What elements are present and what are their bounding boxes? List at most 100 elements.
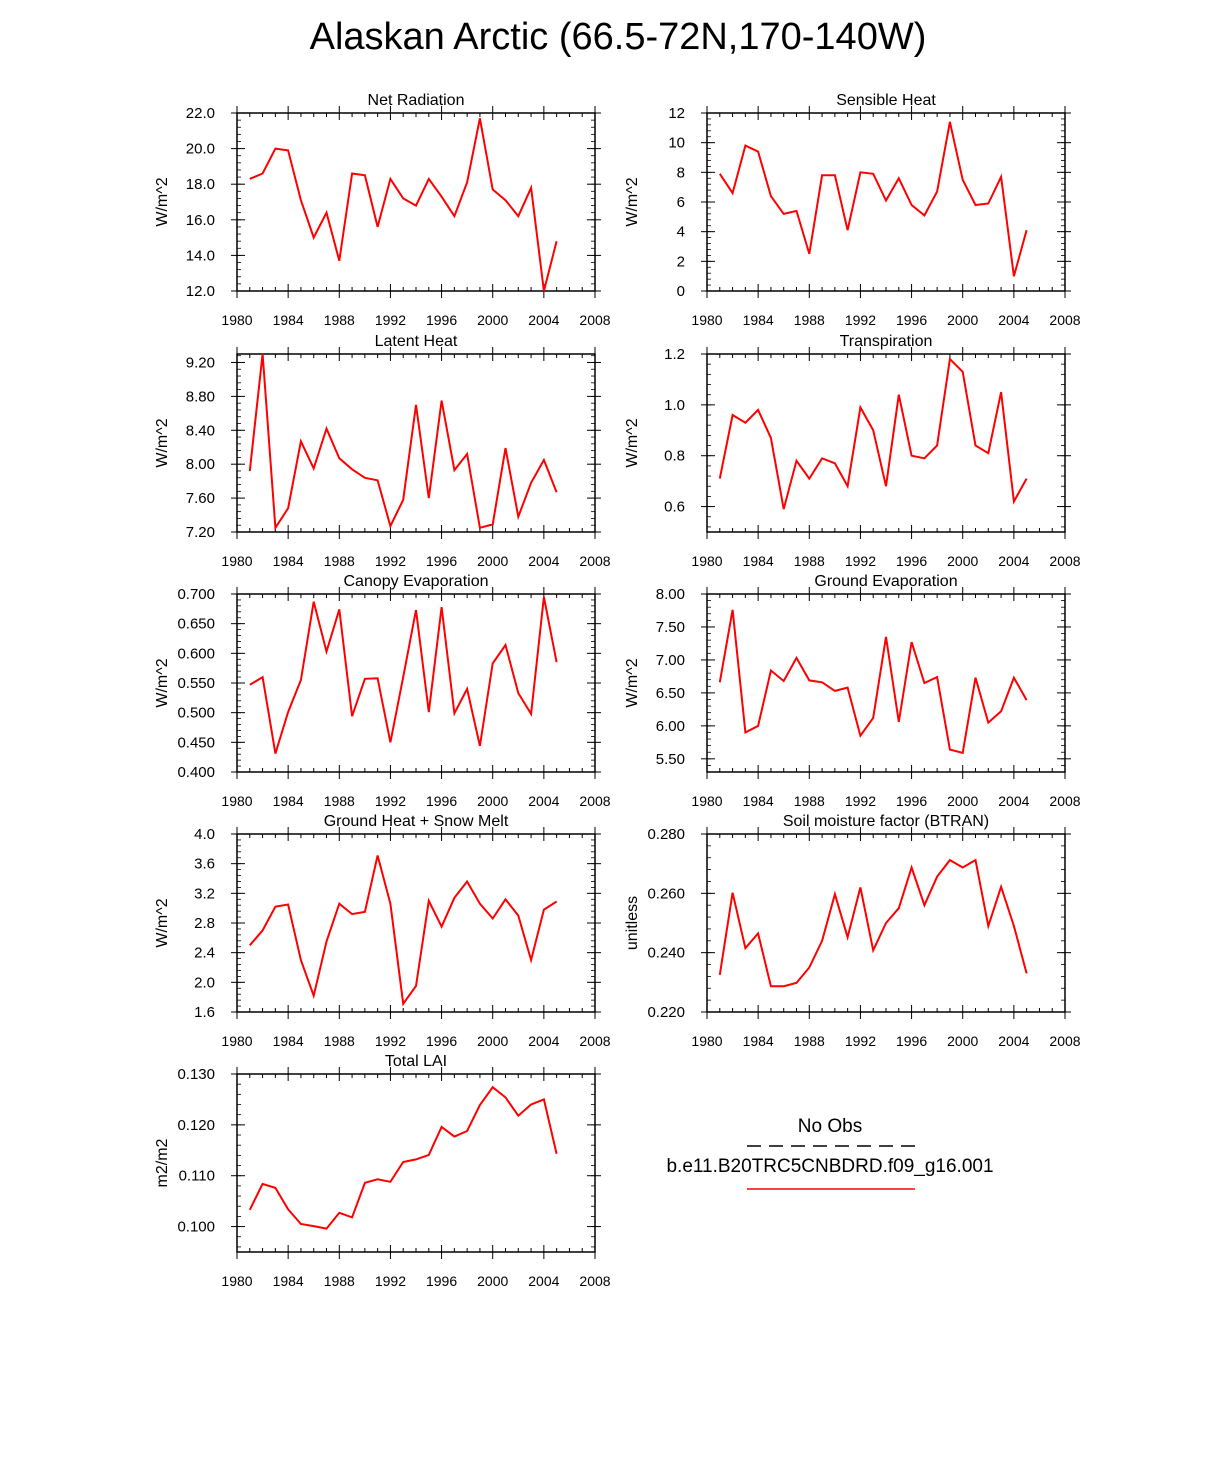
- x-tick-label: 1988: [794, 1033, 825, 1049]
- x-tick-label: 1984: [273, 312, 304, 328]
- panel-title: Ground Heat + Snow Melt: [324, 813, 509, 830]
- x-tick-label: 2008: [579, 1033, 610, 1049]
- x-tick-label: 2000: [477, 1033, 508, 1049]
- y-tick-label: 7.20: [186, 524, 215, 541]
- x-tick-label: 1988: [794, 312, 825, 328]
- y-tick-label: 0.130: [177, 1066, 215, 1083]
- x-tick-label: 2000: [477, 793, 508, 809]
- panel-transpiration: Transpiration W/m^2 1980 1984 1988 1992 1996 20…: [624, 333, 1081, 569]
- x-tick-label: 1980: [221, 793, 252, 809]
- y-tick-label: 7.60: [186, 490, 215, 507]
- x-tick-label: 2004: [998, 793, 1029, 809]
- panel-net-radiation: Net Radiation W/m^2 1980 1984 1988 1992 1996 20…: [154, 92, 611, 328]
- x-tick-label: 1996: [426, 1033, 457, 1049]
- x-tick-label: 1996: [426, 553, 457, 569]
- x-tick-label: 1984: [273, 793, 304, 809]
- x-tick-label: 1988: [324, 793, 355, 809]
- x-tick-label: 2008: [579, 553, 610, 569]
- y-tick-label: 20.0: [186, 141, 215, 158]
- panel-canopy-evaporation: Canopy Evaporation W/m^2 1980 1984 1988 1992 1…: [154, 573, 611, 809]
- x-tick-label: 1992: [845, 553, 876, 569]
- series-line: [248, 353, 558, 531]
- y-tick-label: 0.260: [647, 885, 685, 902]
- y-tick-label: 6.50: [656, 685, 685, 702]
- x-tick-label: 2008: [579, 312, 610, 328]
- y-axis-label: W/m^2: [154, 418, 171, 467]
- x-tick-label: 2004: [998, 312, 1029, 328]
- y-axis-label: m2/m2: [154, 1138, 171, 1187]
- series-line: [248, 1085, 558, 1230]
- x-tick-label: 1992: [375, 1273, 406, 1289]
- series-line: [249, 118, 558, 292]
- panel-title: Net Radiation: [368, 92, 465, 109]
- y-tick-label: 22.0: [186, 105, 215, 122]
- x-tick-label: 1988: [324, 312, 355, 328]
- y-axis-label: W/m^2: [624, 177, 641, 226]
- plot-frame: [706, 353, 1066, 533]
- x-tick-label: 1996: [896, 553, 927, 569]
- series-line: [718, 121, 1028, 277]
- y-tick-label: 0.500: [177, 705, 215, 722]
- y-tick-label: 2.4: [194, 945, 215, 962]
- x-tick-label: 1980: [221, 1273, 252, 1289]
- y-tick-label: 4: [677, 224, 685, 241]
- x-tick-label: 1996: [896, 1033, 927, 1049]
- y-tick-label: 18.0: [186, 176, 215, 193]
- y-tick-label: 2: [677, 253, 685, 270]
- x-tick-label: 2000: [477, 1273, 508, 1289]
- x-tick-label: 1980: [691, 312, 722, 328]
- y-tick-label: 6: [677, 194, 685, 211]
- y-tick-label: 3.2: [194, 885, 215, 902]
- panel-ground-heat-snow-melt: Ground Heat + Snow Melt W/m^2 1980 1984 1988…: [154, 813, 611, 1049]
- y-tick-label: 1.6: [194, 1004, 215, 1021]
- x-tick-label: 1988: [324, 553, 355, 569]
- x-tick-label: 1980: [221, 1033, 252, 1049]
- y-tick-label: 1.2: [664, 346, 685, 363]
- y-tick-label: 12.0: [186, 283, 215, 300]
- legend-lines: [747, 1145, 915, 1190]
- x-tick-label: 1988: [324, 1033, 355, 1049]
- y-tick-label: 7.00: [656, 652, 685, 669]
- series-line: [718, 609, 1028, 755]
- y-tick-label: 0.700: [177, 586, 215, 603]
- y-tick-label: 2.0: [194, 974, 215, 991]
- x-tick-label: 2008: [1049, 312, 1080, 328]
- figure-title: Alaskan Arctic (66.5-72N,170-140W): [309, 16, 927, 58]
- x-tick-label: 1996: [896, 312, 927, 328]
- x-tick-label: 1996: [426, 793, 457, 809]
- y-axis-label: W/m^2: [154, 658, 171, 707]
- x-tick-label: 1992: [375, 793, 406, 809]
- x-tick-label: 1996: [896, 793, 927, 809]
- x-tick-label: 1992: [845, 1033, 876, 1049]
- series-line: [249, 596, 558, 754]
- x-tick-label: 2008: [1049, 793, 1080, 809]
- y-tick-label: 16.0: [186, 212, 215, 229]
- x-tick-label: 1996: [426, 1273, 457, 1289]
- x-tick-label: 1984: [743, 1033, 774, 1049]
- x-tick-label: 1984: [273, 553, 304, 569]
- x-tick-label: 2000: [477, 312, 508, 328]
- panel-title: Latent Heat: [375, 333, 458, 350]
- x-tick-label: 2004: [998, 553, 1029, 569]
- panel-title: Sensible Heat: [836, 92, 936, 109]
- y-tick-label: 8.80: [186, 388, 215, 405]
- x-tick-label: 2004: [528, 1033, 559, 1049]
- x-tick-label: 1984: [743, 312, 774, 328]
- y-tick-label: 10: [668, 135, 685, 152]
- y-tick-label: 8: [677, 164, 685, 181]
- y-tick-label: 0.110: [179, 1168, 215, 1185]
- panel-title: Transpiration: [840, 333, 933, 350]
- panel-ground-evaporation: Ground Evaporation W/m^2 1980 1984 1988 1992 1…: [624, 573, 1081, 809]
- x-tick-label: 1980: [221, 553, 252, 569]
- y-tick-label: 0.100: [177, 1219, 215, 1236]
- x-tick-label: 2004: [528, 793, 559, 809]
- x-tick-label: 1984: [273, 1273, 304, 1289]
- y-axis-label: unitless: [624, 896, 641, 950]
- panel-title: Canopy Evaporation: [344, 573, 489, 590]
- x-tick-label: 1992: [375, 312, 406, 328]
- y-tick-label: 5.50: [656, 751, 685, 768]
- panel-latent-heat: Latent Heat W/m^2 1980 1984 1988 1992 1996 2000…: [154, 333, 611, 569]
- y-tick-label: 6.00: [656, 718, 685, 735]
- y-tick-label: 0: [677, 283, 685, 300]
